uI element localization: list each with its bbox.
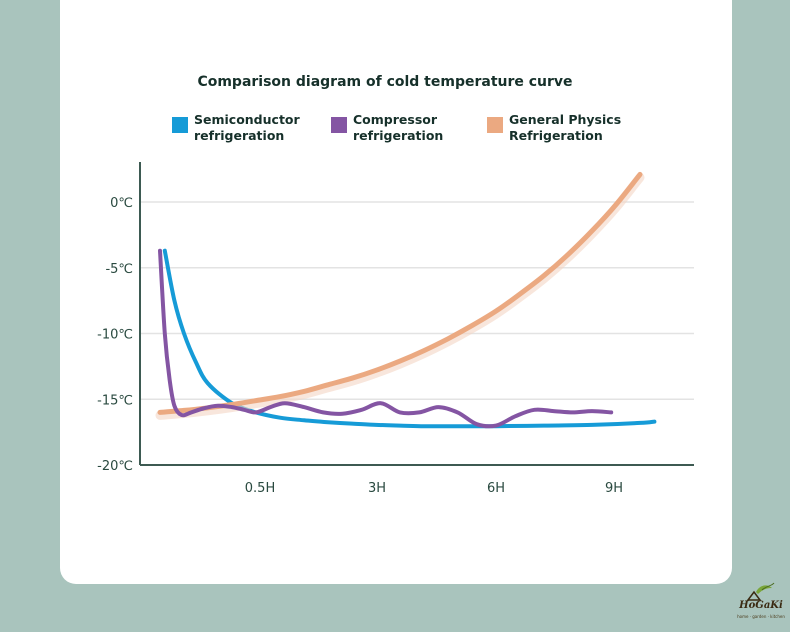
legend-label: Refrigeration [509,128,603,143]
y-tick-label: -15℃ [97,393,133,408]
x-tick-label: 9H [605,481,623,496]
y-tick-labels: 0℃ -5℃ -10℃ -15℃ -20℃ [97,196,133,474]
leaf-house-icon [746,582,775,601]
y-tick-label: -20℃ [97,459,133,474]
y-tick-label: -5℃ [105,262,133,277]
legend-swatch [172,117,188,133]
legend-label: Compressor [353,112,438,127]
x-tick-label: 0.5H [245,481,275,496]
x-tick-labels: 0.5H 3H 6H 9H [245,481,623,496]
x-tick-label: 6H [487,481,505,496]
axes [139,162,694,466]
y-tick-label: 0℃ [110,196,133,211]
legend-label: General Physics [509,112,621,127]
brand-logo-subtext: home · garden · kitchen [737,614,785,619]
legend-swatch [331,117,347,133]
x-tick-label: 3H [368,481,386,496]
series-lines [155,171,657,429]
series-line-shadow [155,172,645,420]
legend-label: refrigeration [194,128,284,143]
brand-logo: HoGaKi home · garden · kitchen [732,580,790,632]
brand-logo-text: HoGaKi [739,600,783,611]
legend-label: refrigeration [353,128,443,143]
series-line-general-physics [157,171,643,415]
chart-title: Comparison diagram of cold temperature c… [197,74,572,90]
series-line-semiconductor [162,248,657,429]
legend-label: Semiconductor [194,112,301,127]
grid-lines [140,201,694,400]
legend-swatch [487,117,503,133]
y-tick-label: -10℃ [97,328,133,343]
series-line-compressor [158,248,614,429]
legend: SemiconductorrefrigerationCompressorrefr… [172,112,621,143]
